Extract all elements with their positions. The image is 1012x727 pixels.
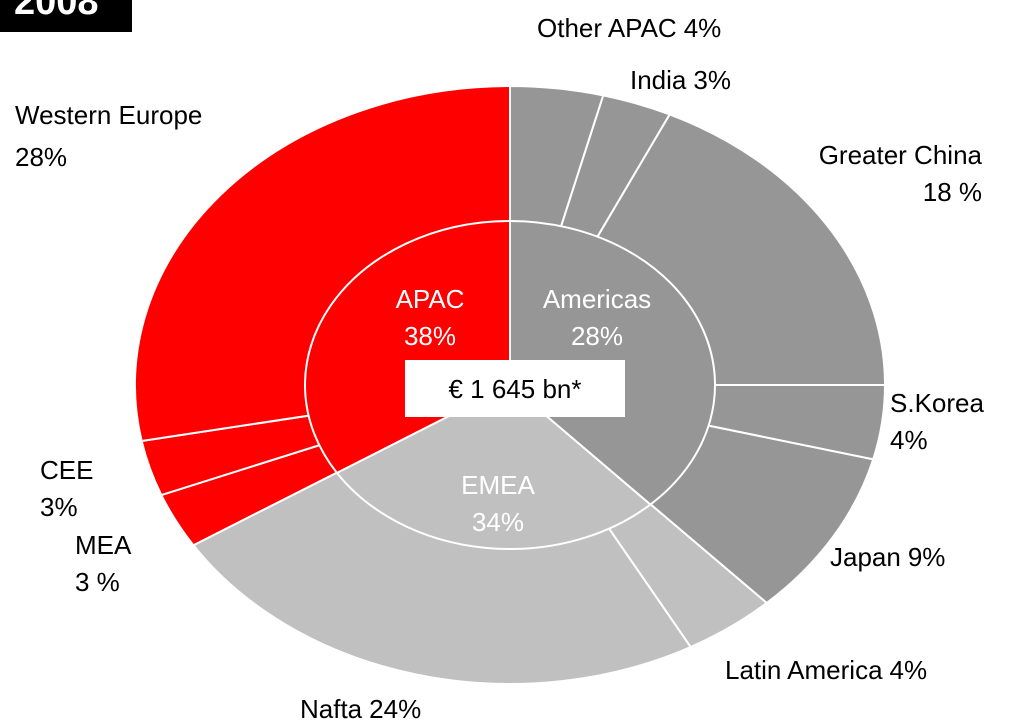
slice-value: 28% <box>15 142 67 172</box>
slice-value: 28% <box>571 321 623 351</box>
slice-label: S.Korea 4% <box>890 388 984 455</box>
slice-value: 18 % <box>923 177 982 207</box>
slice-label: MEA 3 % <box>75 530 132 597</box>
slice-label: CEE 3% <box>40 455 93 522</box>
slice-label: Nafta 24% <box>300 694 421 722</box>
slice-name: Japan <box>830 542 901 572</box>
slice-name: Americas <box>543 284 651 314</box>
slice-value: 3% <box>40 492 78 522</box>
slice-label: Western Europe 28% <box>15 100 202 172</box>
slice-label: Americas 28% <box>543 284 651 351</box>
center-box <box>405 360 625 417</box>
title-box <box>0 0 132 32</box>
slice-label: EMEA 34% <box>461 470 535 537</box>
slice-name: MEA <box>75 530 132 560</box>
slice-label: Other APAC 4% <box>537 13 721 43</box>
slice-name: EMEA <box>461 470 535 500</box>
slice-value: 4% <box>890 655 928 685</box>
chart-title: 2008 <box>14 0 99 23</box>
slice-name: India <box>630 65 687 95</box>
center-label: € 1 645 bn* <box>448 374 581 404</box>
slice-label: APAC 38% <box>396 284 465 351</box>
slice-value: 4% <box>684 13 722 43</box>
slice-name: S.Korea <box>890 388 984 418</box>
slice-label: Greater China 18 % <box>819 140 983 207</box>
slice-name: Western Europe <box>15 100 202 130</box>
slice-name: Greater China <box>819 140 983 170</box>
slice-name: Other APAC <box>537 13 677 43</box>
slice-value: 34% <box>472 507 524 537</box>
slice-value: 3 % <box>75 567 120 597</box>
wedges <box>134 84 887 686</box>
slice-name: APAC <box>396 284 465 314</box>
slice-name: CEE <box>40 455 93 485</box>
slice-name: Latin America <box>725 655 883 685</box>
slice-label: India 3% <box>630 65 731 95</box>
slice-label: Latin America 4% <box>725 655 927 685</box>
slice-value: 24% <box>369 694 421 722</box>
slice-value: 3% <box>693 65 731 95</box>
slice-name: Nafta <box>300 694 363 722</box>
labels: APAC 38%Americas 28%EMEA 34%Other APAC 4%Ind… <box>15 13 984 724</box>
slice-value: 38% <box>404 321 456 351</box>
slice-value: 9% <box>908 542 946 572</box>
wedge <box>335 383 652 550</box>
slice-value: 4% <box>890 425 928 455</box>
slice-label: Japan 9% <box>830 542 945 572</box>
